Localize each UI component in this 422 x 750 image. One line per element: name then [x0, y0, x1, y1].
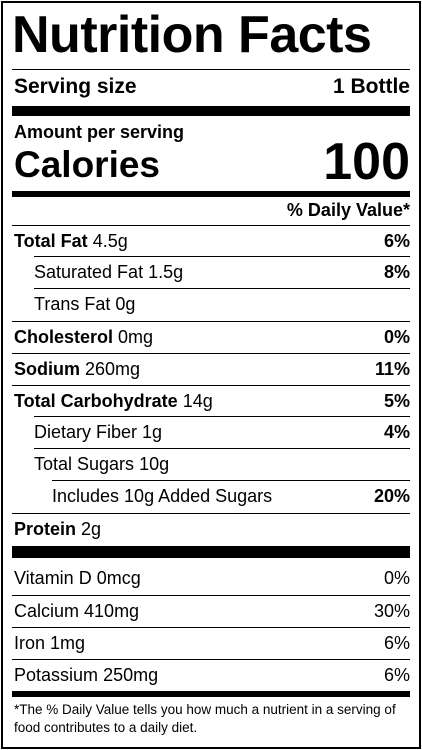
thick-divider-top	[12, 106, 410, 116]
micronutrient-row-potassium: Potassium 250mg 6%	[12, 659, 410, 691]
nutrient-dv: 8%	[383, 262, 410, 282]
nutrient-row-protein: Protein 2g	[12, 513, 410, 545]
nutrient-row-total-sugars: Total Sugars 10g	[12, 448, 410, 480]
nutrient-row-dietary-fiber: Dietary Fiber 1g 4%	[12, 416, 410, 448]
nutrient-name: Total Sugars	[34, 454, 135, 474]
micronutrient-row-iron: Iron 1mg 6%	[12, 627, 410, 659]
calories-value: 100	[323, 133, 410, 191]
nutrient-dv: 0%	[383, 568, 410, 588]
nutrient-amount: 0mcg	[96, 568, 141, 588]
nutrient-name: Includes 10g Added Sugars	[52, 486, 273, 506]
nutrient-row-total-fat: Total Fat 4.5g 6%	[12, 225, 410, 257]
nutrient-dv: 4%	[383, 422, 410, 442]
micronutrient-row-vitamin-d: Vitamin D 0mcg 0%	[12, 563, 410, 594]
calories-label: Calories	[14, 144, 161, 185]
medium-divider	[12, 191, 410, 197]
nutrient-row-saturated-fat: Saturated Fat 1.5g 8%	[12, 256, 410, 288]
nutrient-amount: 2g	[81, 519, 102, 539]
bottom-divider	[12, 691, 410, 697]
nutrient-dv: 6%	[383, 231, 410, 251]
nutrient-name: Cholesterol	[14, 327, 114, 347]
nutrient-row-cholesterol: Cholesterol 0mg 0%	[12, 321, 410, 353]
nutrient-name: Total Fat	[14, 231, 88, 251]
serving-size-row: Serving size 1 Bottle	[12, 73, 410, 101]
nutrient-dv: 6%	[383, 665, 410, 685]
nutrient-row-total-carbohydrate: Total Carbohydrate 14g 5%	[12, 385, 410, 417]
nutrient-amount: 10g	[139, 454, 170, 474]
nutrient-name: Total Carbohydrate	[14, 391, 178, 411]
nutrient-amount: 0g	[115, 294, 136, 314]
nutrient-dv: 6%	[383, 633, 410, 653]
nutrient-name: Vitamin D	[14, 568, 92, 588]
nutrient-row-sodium: Sodium 260mg 11%	[12, 353, 410, 385]
label-title: Nutrition Facts	[12, 6, 372, 64]
nutrient-dv: 20%	[373, 486, 410, 506]
nutrient-amount: 0mg	[118, 327, 154, 347]
nutrient-dv: 5%	[383, 391, 410, 411]
nutrient-amount: 260mg	[85, 359, 141, 379]
nutrient-name: Sodium	[14, 359, 80, 379]
nutrient-amount: 14g	[182, 391, 213, 411]
daily-value-header: % Daily Value*	[286, 200, 410, 220]
serving-size-value: 1 Bottle	[332, 75, 410, 98]
nutrient-amount: 1.5g	[148, 262, 184, 282]
nutrient-amount: 1g	[142, 422, 163, 442]
serving-size-label: Serving size	[14, 75, 137, 98]
nutrient-name: Dietary Fiber	[34, 422, 138, 442]
nutrient-name: Protein	[14, 519, 77, 539]
nutrient-name: Iron	[14, 633, 46, 653]
nutrient-dv: 30%	[373, 601, 410, 621]
nutrient-dv: 11%	[374, 359, 410, 379]
nutrient-name: Saturated Fat	[34, 262, 144, 282]
amount-per-serving: Amount per serving	[14, 122, 185, 142]
nutrient-name: Trans Fat	[34, 294, 111, 314]
nutrient-dv: 0%	[383, 327, 410, 347]
micronutrient-row-calcium: Calcium 410mg 30%	[12, 595, 410, 627]
nutrient-name: Calcium	[14, 601, 80, 621]
title-divider	[12, 69, 410, 70]
nutrient-amount: 250mg	[103, 665, 159, 685]
nutrient-amount: 410mg	[84, 601, 140, 621]
nutrient-amount: 4.5g	[92, 231, 128, 251]
nutrient-row-added-sugars: Includes 10g Added Sugars 20%	[12, 480, 410, 512]
nutrient-row-trans-fat: Trans Fat 0g	[12, 288, 410, 320]
daily-value-footnote: *The % Daily Value tells you how much a …	[14, 702, 396, 735]
nutrient-amount: 1mg	[50, 633, 86, 653]
thick-divider-middle	[12, 546, 410, 558]
nutrient-name: Potassium	[14, 665, 99, 685]
